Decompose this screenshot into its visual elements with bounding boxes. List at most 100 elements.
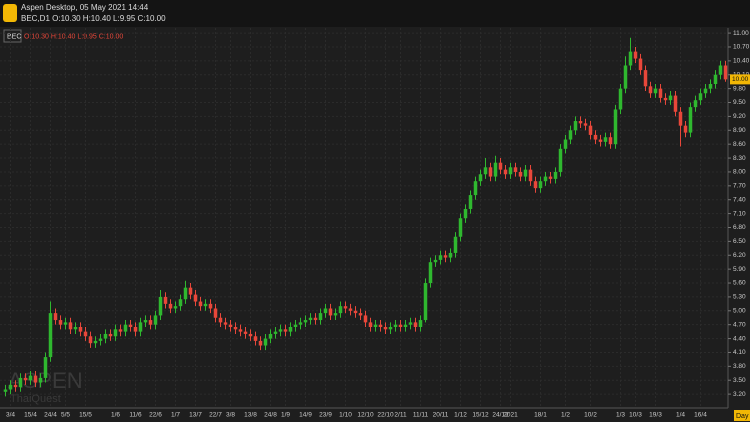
- candle-body: [523, 169, 528, 177]
- candle-body: [63, 322, 68, 325]
- y-tick-label: 4.40: [733, 335, 746, 342]
- candle-body: [408, 322, 413, 325]
- candle-body: [253, 336, 258, 341]
- candle-body: [463, 208, 468, 219]
- candle-body: [78, 327, 83, 332]
- candle-body: [628, 51, 633, 66]
- candle-body: [718, 65, 723, 75]
- x-tick-label: 1/4: [676, 412, 685, 419]
- candle-body: [188, 287, 193, 295]
- y-tick-label: 5.00: [733, 308, 746, 315]
- candle-body: [688, 107, 693, 133]
- candle-body: [498, 162, 503, 170]
- candle-body: [203, 303, 208, 307]
- candle-body: [103, 333, 108, 339]
- window-title: Aspen Desktop, 05 May 2021 14:44: [21, 3, 149, 12]
- candle-body: [488, 167, 493, 177]
- candle-body: [633, 51, 638, 59]
- x-tick-label: 1/7: [171, 412, 180, 419]
- candle-body: [153, 315, 158, 325]
- candle-body: [428, 262, 433, 284]
- candle-body: [193, 294, 198, 302]
- y-tick-label: 11.00: [733, 30, 749, 37]
- x-tick-label: 13/7: [189, 412, 202, 419]
- x-tick-label: 24/4: [44, 412, 57, 419]
- candle-body: [653, 88, 658, 94]
- candle-body: [83, 331, 88, 337]
- x-tick-label: 15/12: [472, 412, 489, 419]
- candle-body: [388, 327, 393, 330]
- candle-body: [3, 389, 8, 392]
- candle-body: [568, 130, 573, 140]
- x-tick-label: 11/6: [129, 412, 142, 419]
- candle-body: [643, 70, 648, 87]
- candle-body: [68, 322, 73, 330]
- y-tick-label: 7.40: [733, 196, 746, 203]
- candle-body: [443, 255, 448, 258]
- x-tick-label: 15/5: [79, 412, 92, 419]
- candle-body: [53, 313, 58, 321]
- candle-body: [383, 327, 388, 330]
- candle-body: [268, 333, 273, 339]
- last-price-label: 10.00: [732, 76, 749, 83]
- candle-body: [693, 100, 698, 108]
- candle-body: [658, 88, 663, 98]
- candle-body: [433, 259, 438, 263]
- candle-body: [33, 375, 38, 383]
- candle-body: [678, 111, 683, 126]
- candle-body: [303, 320, 308, 323]
- x-tick-label: 20/11: [433, 412, 449, 419]
- x-tick-label: 12/10: [357, 412, 374, 419]
- candle-body: [313, 317, 318, 321]
- x-tick-label: 15/4: [24, 412, 37, 419]
- x-tick-label: 19/3: [649, 412, 662, 419]
- x-tick-label: 1/10: [339, 412, 352, 419]
- candle-body: [28, 375, 33, 381]
- candle-body: [213, 308, 218, 318]
- x-tick-label: 1/12: [454, 412, 467, 419]
- candle-body: [233, 327, 238, 330]
- candle-body: [553, 171, 558, 179]
- candle-body: [243, 331, 248, 334]
- candle-body: [683, 125, 688, 133]
- candle-body: [263, 338, 268, 346]
- x-tick-label: 13/8: [244, 412, 257, 419]
- candle-body: [563, 139, 568, 149]
- candle-body: [148, 320, 153, 325]
- timeframe: Day: [736, 413, 749, 420]
- candle-body: [178, 299, 183, 307]
- symbol-line: BEC,D1 O:10.30 H:10.40 L:9.95 C:10.00: [21, 14, 166, 23]
- candle-body: [38, 377, 43, 383]
- timeframe-box: [734, 410, 750, 421]
- candle-body: [138, 322, 143, 332]
- candle-body: [583, 123, 588, 126]
- x-tick-label: 22/10: [377, 412, 394, 419]
- y-tick-label: 10.70: [733, 44, 750, 51]
- y-tick-label: 3.20: [733, 391, 746, 398]
- candle-body: [373, 324, 378, 328]
- candle-body: [48, 313, 53, 358]
- candle-body: [448, 252, 453, 258]
- candle-body: [228, 324, 233, 328]
- candle-body: [468, 195, 473, 209]
- candle-body: [528, 169, 533, 182]
- candle-body: [558, 148, 563, 172]
- y-tick-label: 7.70: [733, 183, 746, 190]
- x-tick-label: 1/9: [281, 412, 290, 419]
- candle-body: [663, 97, 668, 101]
- candle-body: [543, 176, 548, 182]
- y-tick-label: 10.40: [733, 58, 750, 65]
- candle-body: [173, 306, 178, 309]
- candle-body: [338, 306, 343, 314]
- candle-body: [128, 324, 133, 328]
- candle-body: [183, 287, 188, 300]
- candle-body: [18, 377, 23, 388]
- candle-body: [378, 324, 383, 328]
- candle-body: [453, 236, 458, 253]
- symbol-box: [3, 29, 22, 43]
- candle-body: [88, 336, 93, 344]
- candle-body: [8, 384, 13, 390]
- candle-body: [328, 308, 333, 316]
- candle-body: [603, 137, 608, 142]
- app-icon: [3, 4, 17, 22]
